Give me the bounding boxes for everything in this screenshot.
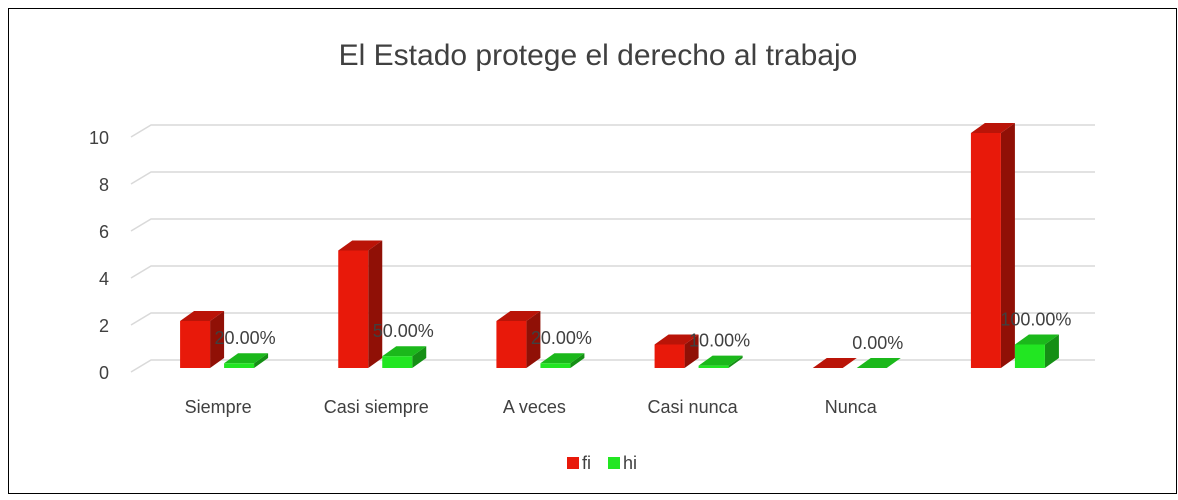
bar <box>856 358 901 368</box>
bar-face <box>210 311 225 368</box>
bar-face <box>338 250 369 368</box>
x-tick-label: A veces <box>503 397 566 417</box>
bar-face <box>856 358 901 368</box>
x-tick-label: Siempre <box>185 397 252 417</box>
data-label: 20.00% <box>531 328 592 348</box>
bar-face <box>526 311 541 368</box>
grid-line <box>130 124 1095 138</box>
data-label: 10.00% <box>689 330 750 350</box>
bar <box>970 123 1015 368</box>
y-tick-label: 0 <box>99 363 109 383</box>
grid-line <box>130 218 1095 232</box>
data-label: 100.00% <box>1000 309 1071 329</box>
bar <box>382 346 427 368</box>
y-tick-label: 2 <box>99 316 109 336</box>
x-tick-label: Nunca <box>825 397 878 417</box>
data-label: 50.00% <box>373 321 434 341</box>
bar-face <box>698 365 729 368</box>
y-tick-label: 6 <box>99 222 109 242</box>
grid-line <box>130 312 1095 326</box>
bar-face <box>254 353 269 368</box>
bar-face <box>812 358 857 368</box>
data-label: 20.00% <box>215 328 276 348</box>
bar-face <box>570 353 585 368</box>
bar-face <box>684 334 699 368</box>
bar-face <box>338 240 383 251</box>
bar <box>1014 334 1059 368</box>
bar-face <box>970 133 1001 368</box>
y-tick-label: 4 <box>99 269 109 289</box>
bar-face <box>382 356 413 368</box>
bar <box>338 240 383 368</box>
x-tick-label: Casi siempre <box>324 397 429 417</box>
bar-face <box>180 321 211 368</box>
legend-swatch <box>567 457 579 469</box>
bar-face <box>654 344 685 368</box>
bar <box>812 358 857 368</box>
bar-face <box>540 363 571 368</box>
bar-face <box>540 353 585 364</box>
grid-line <box>130 265 1095 279</box>
bar <box>224 353 269 368</box>
bar-face <box>970 123 1015 133</box>
legend-label: fi <box>582 453 591 473</box>
bar-face <box>654 334 699 345</box>
data-label: 0.00% <box>852 333 903 353</box>
grid-line <box>130 359 1095 373</box>
bar-face <box>1000 123 1015 368</box>
bar-face <box>1014 344 1045 368</box>
bar-face <box>728 355 743 368</box>
bar-face <box>496 321 527 368</box>
bar-face <box>368 240 383 368</box>
grid-line <box>130 171 1095 185</box>
x-tick-label: Casi nunca <box>648 397 739 417</box>
bar-face <box>1044 334 1059 368</box>
bar <box>654 334 699 368</box>
legend-swatch <box>608 457 620 469</box>
legend-label: hi <box>623 453 637 473</box>
bar <box>540 353 585 368</box>
bar-face <box>1014 334 1059 345</box>
bar <box>180 311 225 368</box>
bar-face <box>180 311 225 321</box>
y-tick-label: 10 <box>89 128 109 148</box>
bar-face <box>382 346 427 357</box>
bar-face <box>224 363 255 368</box>
bar-face <box>496 311 541 321</box>
y-tick-label: 8 <box>99 175 109 195</box>
bar <box>698 355 743 368</box>
bar-face <box>698 355 743 366</box>
bar-face <box>224 353 269 364</box>
chart-title: El Estado protege el derecho al trabajo <box>339 39 858 72</box>
bar <box>496 311 541 368</box>
bar-face <box>412 346 427 368</box>
